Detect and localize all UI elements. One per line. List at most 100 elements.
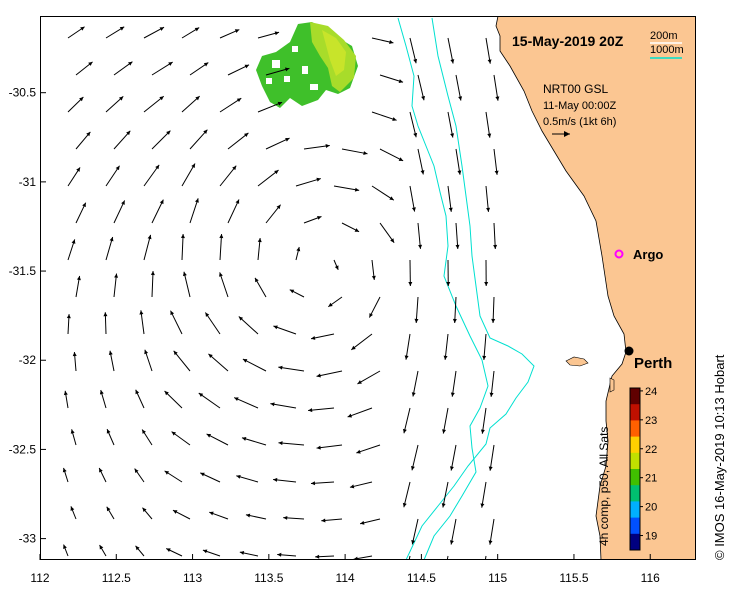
current-arrow-icon: [181, 163, 196, 187]
current-arrow-icon: [200, 472, 221, 483]
map-panel[interactable]: Argo Perth 15-May-2019 20Z 200m 1000m NR…: [40, 16, 696, 560]
current-arrow-icon: [181, 95, 201, 113]
current-arrow-icon: [171, 431, 191, 446]
sst-patch: [256, 22, 358, 108]
argo-marker-icon[interactable]: [614, 249, 624, 259]
current-arrow-icon: [134, 468, 145, 483]
current-arrow-icon: [143, 234, 152, 261]
current-arrow-icon: [315, 554, 335, 559]
current-arrow-icon: [63, 390, 69, 409]
current-arrow-icon: [151, 199, 164, 224]
current-arrow-icon: [489, 370, 495, 397]
current-arrow-icon: [379, 222, 395, 244]
current-arrow-icon: [209, 511, 229, 520]
current-arrow-icon: [379, 148, 404, 162]
current-arrow-icon: [493, 148, 499, 175]
current-arrow-icon: [402, 481, 411, 508]
current-arrow-icon: [206, 433, 229, 446]
current-arrow-icon: [219, 97, 242, 113]
reference-arrow-icon: [552, 131, 570, 137]
current-arrow-icon: [341, 148, 368, 156]
current-arrow-icon: [449, 518, 457, 545]
current-arrow-icon: [150, 271, 155, 298]
current-arrow-icon: [113, 130, 131, 150]
current-arrow-icon: [371, 37, 394, 44]
current-arrow-icon: [67, 96, 84, 113]
map-canvas[interactable]: Argo Perth 15-May-2019 20Z 200m 1000m NR…: [40, 16, 696, 560]
current-arrow-icon: [409, 111, 418, 138]
perth-marker-icon[interactable]: [624, 346, 634, 356]
colorbar-segment: [630, 420, 640, 438]
current-arrow-icon: [227, 64, 250, 76]
colorbar-segment: [630, 436, 640, 454]
current-arrow-icon: [238, 316, 259, 335]
current-arrow-icon: [98, 467, 107, 483]
current-arrow-icon: [265, 204, 281, 224]
current-arrow-icon: [113, 200, 126, 224]
current-arrow-icon: [66, 314, 71, 335]
current-arrow-icon: [254, 277, 267, 298]
colorbar-tick-label: 24: [645, 386, 657, 398]
current-arrow-icon: [143, 95, 165, 113]
current-arrow-icon: [410, 444, 419, 471]
current-arrow-icon: [455, 148, 462, 175]
colorbar-tick-label: 20: [645, 502, 657, 514]
colorbar-segment: [630, 501, 640, 519]
current-arrow-icon: [144, 349, 153, 372]
current-arrow-icon: [409, 185, 416, 212]
current-arrow-icon: [356, 444, 381, 454]
perth-label: Perth: [634, 355, 672, 372]
current-arrow-icon: [371, 185, 395, 201]
current-arrow-icon: [485, 37, 492, 64]
current-arrow-icon: [480, 481, 487, 508]
current-arrow-icon: [371, 111, 397, 121]
current-arrow-icon: [493, 222, 498, 249]
current-arrow-icon: [351, 333, 373, 351]
current-arrow-icon: [310, 333, 335, 340]
current-arrow-icon: [417, 74, 426, 101]
current-legend-line-2: 11-May 00:00Z: [543, 100, 616, 112]
current-arrow-icon: [105, 26, 125, 39]
sst-colorbar: 19 20 21 22 23 24: [629, 386, 657, 551]
y-tick-label: -33: [19, 532, 37, 546]
current-arrow-icon: [173, 350, 191, 372]
current-arrow-icon: [67, 239, 76, 261]
colorbar-label: 4h comp, p50, All Sats: [597, 427, 611, 546]
current-legend: NRT00 GSL 11-May 00:00Z 0.5m/s (1kt 6h): [543, 82, 616, 137]
current-arrow-icon: [485, 111, 492, 138]
current-arrow-icon: [135, 545, 145, 557]
current-arrow-icon: [257, 237, 262, 261]
current-arrow-icon: [347, 407, 373, 418]
current-arrow-icon: [75, 61, 93, 76]
current-arrow-icon: [105, 96, 124, 113]
current-arrow-icon: [113, 273, 119, 298]
current-arrow-icon: [349, 481, 373, 489]
current-arrow-icon: [142, 507, 153, 520]
current-arrow-icon: [75, 275, 81, 298]
x-tick-label: 114.5: [407, 571, 436, 585]
current-arrow-icon: [67, 26, 85, 39]
current-arrow-icon: [357, 370, 381, 385]
current-arrow-icon: [265, 137, 290, 150]
current-arrow-icon: [295, 177, 321, 187]
current-arrow-icon: [70, 506, 77, 520]
y-tick-label: -32: [19, 353, 37, 367]
current-arrow-icon: [180, 234, 185, 261]
current-arrow-icon: [106, 428, 115, 446]
current-arrow-icon: [63, 544, 69, 557]
current-arrow-icon: [75, 202, 87, 224]
current-arrow-icon: [166, 548, 183, 557]
current-arrow-icon: [236, 474, 259, 483]
colorbar-tick-label: 22: [645, 444, 657, 456]
current-arrow-icon: [143, 164, 160, 187]
current-arrow-icon: [70, 429, 77, 446]
current-arrow-icon: [491, 296, 496, 324]
current-arrow-icon: [270, 402, 297, 409]
map-title: 15-May-2019 20Z: [512, 33, 624, 49]
current-arrow-icon: [417, 222, 423, 249]
credit-text: © IMOS 16-May-2019 10:13 Hobart: [712, 354, 727, 560]
current-legend-line-1: NRT00 GSL: [543, 82, 608, 96]
current-arrow-icon: [303, 216, 322, 224]
current-arrow-icon: [67, 167, 81, 187]
current-arrow-icon: [198, 392, 221, 409]
